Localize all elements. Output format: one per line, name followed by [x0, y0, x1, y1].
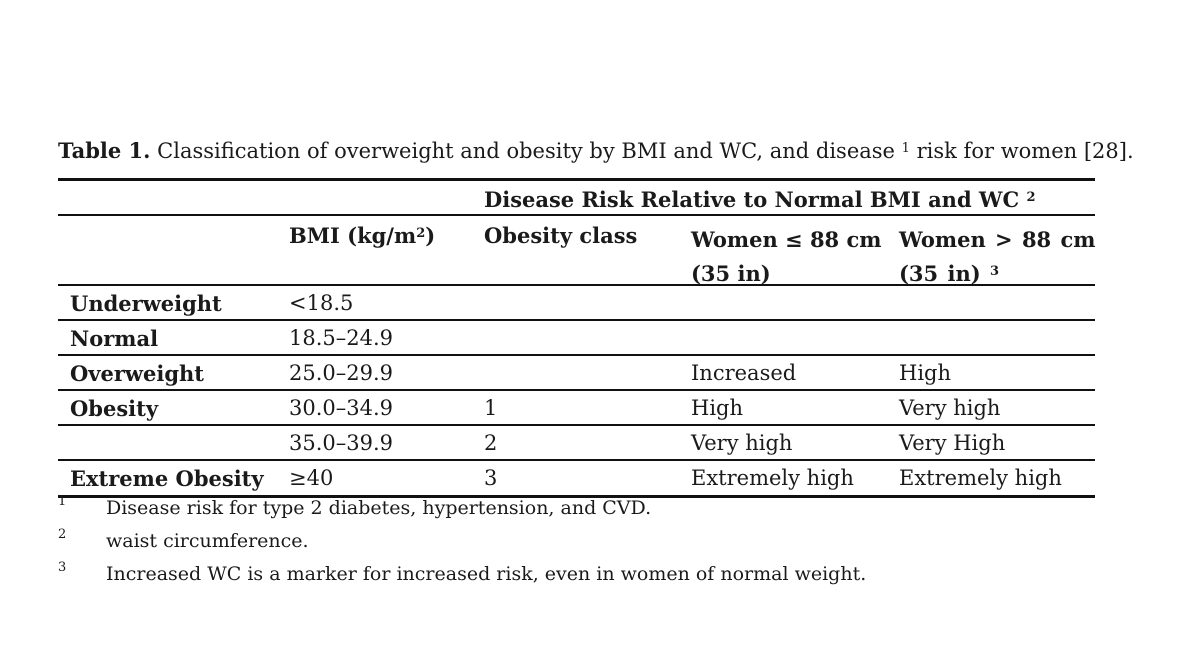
header-women-gt-88: Women > 88 cm (35 in) 3 [899, 227, 1096, 286]
row-risk-gt: Very high [899, 396, 1001, 420]
table-row: Normal 18.5–24.9 [58, 321, 1095, 356]
table-header-row: BMI (kg/m2) Obesity class Women ≤ 88 cm(… [58, 216, 1096, 286]
footnote-text: Disease risk for type 2 diabetes, hypert… [106, 497, 652, 519]
table-row: Overweight 25.0–29.9 Increased High [58, 356, 1095, 391]
footnote-mark: 3 [58, 560, 67, 575]
table-header-group-row: Disease Risk Relative to Normal BMI and … [58, 181, 1095, 216]
row-bmi: 25.0–29.9 [289, 361, 394, 385]
table-row: Underweight <18.5 [58, 286, 1095, 321]
row-category: Normal [70, 326, 159, 351]
row-risk-le: Extremely high [691, 466, 854, 490]
header-disease-risk: Disease Risk Relative to Normal BMI and … [484, 187, 1036, 212]
row-class: 3 [484, 466, 498, 490]
caption-footnote-ref: 1 [901, 141, 910, 156]
table-caption: Table 1. Classification of overweight an… [58, 138, 1158, 164]
row-bmi: ≥40 [289, 466, 334, 490]
row-risk-gt: Very High [899, 431, 1006, 455]
footnote-text: Increased WC is a marker for increased r… [106, 563, 867, 585]
row-class: 1 [484, 396, 498, 420]
row-risk-gt: High [899, 361, 951, 385]
row-class: 2 [484, 431, 498, 455]
footnote-mark: 2 [58, 527, 67, 542]
row-bmi: 35.0–39.9 [289, 431, 394, 455]
caption-text-end: risk for women [28]. [909, 139, 1134, 163]
row-category: Extreme Obesity [70, 466, 264, 491]
row-category: Obesity [70, 396, 159, 421]
row-risk-le: Very high [691, 431, 793, 455]
row-risk-gt: Extremely high [899, 466, 1062, 490]
row-risk-le: Increased [691, 361, 797, 385]
footnote: 3 Increased WC is a marker for increased… [58, 560, 1158, 596]
header-women-le-88: Women ≤ 88 cm (35 in) [691, 227, 882, 286]
row-risk-le: High [691, 396, 743, 420]
footnote: 2 waist circumference. [58, 527, 1158, 563]
footnote: 1 Disease risk for type 2 diabetes, hype… [58, 494, 1158, 530]
header-bmi: BMI (kg/m2) [289, 223, 436, 248]
table-footnotes: 1 Disease risk for type 2 diabetes, hype… [58, 494, 1158, 596]
row-bmi: 18.5–24.9 [289, 326, 394, 350]
row-bmi: 30.0–34.9 [289, 396, 394, 420]
table-row: Extreme Obesity ≥40 3 Extremely high Ext… [58, 461, 1095, 495]
row-category: Overweight [70, 361, 204, 386]
footnote-mark: 1 [58, 494, 67, 509]
row-bmi: <18.5 [289, 291, 354, 315]
table-row: 35.0–39.9 2 Very high Very High [58, 426, 1095, 461]
caption-text: Classification of overweight and obesity… [150, 139, 902, 163]
footnote-text: waist circumference. [106, 530, 309, 552]
row-category: Underweight [70, 291, 222, 316]
table-row: Obesity 30.0–34.9 1 High Very high [58, 391, 1095, 426]
caption-label: Table 1. [58, 138, 151, 163]
header-obesity-class: Obesity class [484, 223, 638, 248]
classification-table: Disease Risk Relative to Normal BMI and … [58, 178, 1096, 498]
